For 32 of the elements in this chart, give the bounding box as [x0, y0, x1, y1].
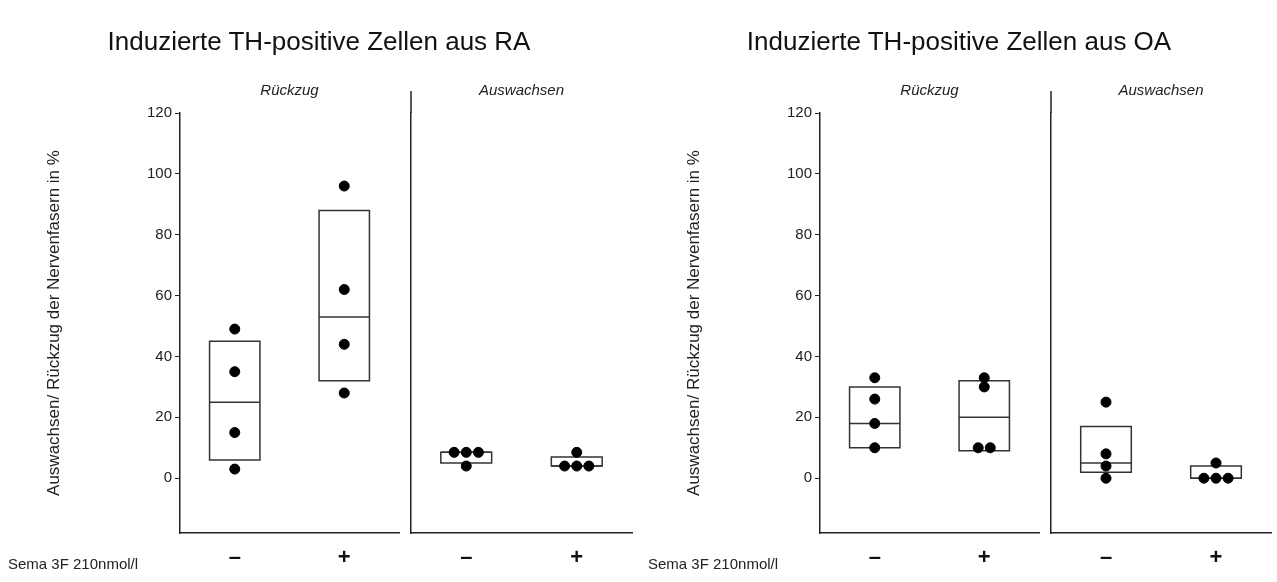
chart-subtitle: Auswachsen — [1117, 81, 1204, 99]
x-tick-label: + — [1209, 544, 1223, 570]
y-tick-label: 120 — [786, 103, 812, 121]
y-axis-title: Auswachsen/ Rückzug der Nervenfasern in % — [43, 150, 63, 496]
chart-title: Induzierte TH-positive Zellen aus OA — [745, 26, 1173, 57]
y-tick-label: 0 — [163, 468, 172, 486]
y-tick-label: 120 — [146, 103, 172, 121]
y-tick-label: 60 — [795, 285, 812, 303]
chart-subtitle: Rückzug — [900, 81, 960, 99]
y-tick-label: 40 — [155, 346, 172, 364]
x-tick-label: – — [460, 544, 473, 570]
y-tick-label: 20 — [155, 407, 172, 425]
y-tick-label: 100 — [786, 164, 812, 182]
y-tick-label: 80 — [795, 224, 812, 242]
y-tick-label: 60 — [155, 285, 172, 303]
chart-subtitle: Rückzug — [260, 81, 320, 99]
y-tick-label: 20 — [795, 407, 812, 425]
chart-title: Induzierte TH-positive Zellen aus RA — [106, 26, 532, 57]
x-axis-title: Sema 3F 210nmol/l — [8, 555, 139, 573]
y-tick-label: 0 — [803, 468, 812, 486]
y-tick-label: 40 — [795, 346, 812, 364]
x-tick-label: – — [868, 544, 881, 570]
y-tick-label: 80 — [155, 224, 172, 242]
y-axis-title: Auswachsen/ Rückzug der Nervenfasern in % — [683, 150, 703, 496]
x-tick-label: + — [570, 544, 584, 570]
chart-subtitle: Auswachsen — [477, 81, 565, 99]
x-tick-label: + — [977, 544, 991, 570]
x-tick-label: – — [228, 544, 241, 570]
x-tick-label: – — [1099, 544, 1113, 570]
x-axis-title: Sema 3F 210nmol/l — [648, 555, 779, 573]
y-tick-label: 100 — [146, 164, 172, 182]
x-tick-label: + — [337, 544, 351, 570]
